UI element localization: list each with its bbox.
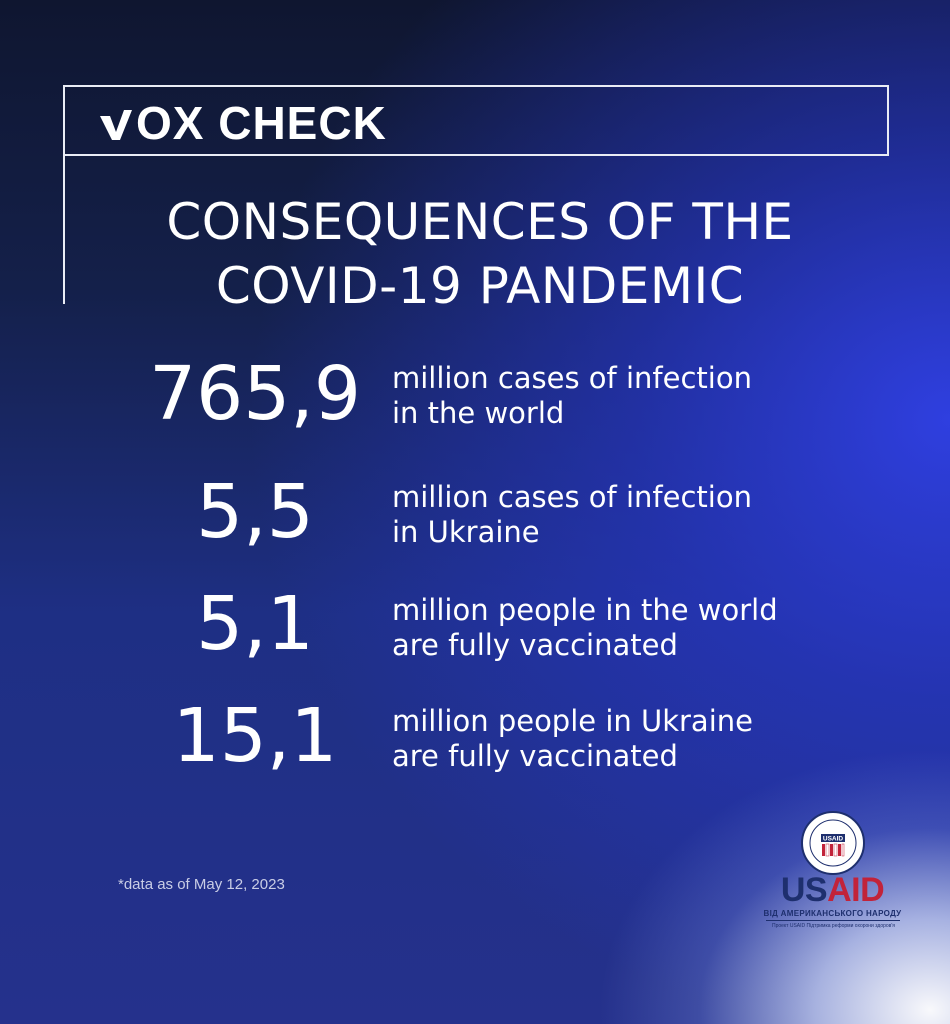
usaid-logo: USAID USAID ВІД АМЕРИКАНСЬКОГО НАРОДУ Пр…: [760, 810, 910, 940]
stat-desc-line-1: million people in Ukraine: [392, 704, 753, 738]
stat-value: 5,5: [196, 469, 314, 555]
stat-value: 765,9: [149, 351, 361, 437]
check-v-icon: [100, 110, 132, 140]
stat-value: 15,1: [172, 693, 338, 779]
title-line-1: CONSEQUENCES OF THE: [166, 193, 794, 251]
stat-desc-line-1: million cases of infection: [392, 361, 752, 395]
usaid-project-text: Проект USAID Підтримка реформи охорони з…: [772, 923, 895, 929]
usaid-seal-icon: USAID: [801, 811, 865, 875]
stat-desc-line-2: in Ukraine: [392, 515, 540, 549]
stat-description: million cases of infection in Ukraine: [392, 480, 912, 550]
stat-value: 5,1: [196, 581, 314, 667]
usaid-word-us: US: [780, 871, 828, 909]
stat-description: million people in the world are fully va…: [392, 593, 912, 663]
stat-desc-line-2: in the world: [392, 396, 565, 430]
usaid-divider: [766, 920, 900, 921]
usaid-word-aid: AID: [827, 871, 885, 909]
stat-desc-line-1: million cases of infection: [392, 480, 752, 514]
header-frame: [63, 85, 889, 156]
stat-desc-line-2: are fully vaccinated: [392, 628, 678, 662]
seal-text: USAID: [823, 836, 844, 843]
stat-description: million cases of infection in the world: [392, 361, 912, 431]
stat-desc-line-1: million people in the world: [392, 593, 778, 627]
stat-description: million people in Ukraine are fully vacc…: [392, 704, 912, 774]
data-footnote: *data as of May 12, 2023: [118, 876, 285, 893]
header-frame-side: [63, 154, 65, 304]
usaid-tagline: ВІД АМЕРИКАНСЬКОГО НАРОДУ: [763, 909, 902, 918]
stat-desc-line-2: are fully vaccinated: [392, 739, 678, 773]
logo-text: OX CHECK: [136, 97, 387, 149]
vox-check-logo: OX CHECK: [98, 98, 387, 148]
title-line-2: COVID-19 PANDEMIC: [215, 257, 745, 315]
usaid-wordmark: USAID: [760, 872, 905, 908]
